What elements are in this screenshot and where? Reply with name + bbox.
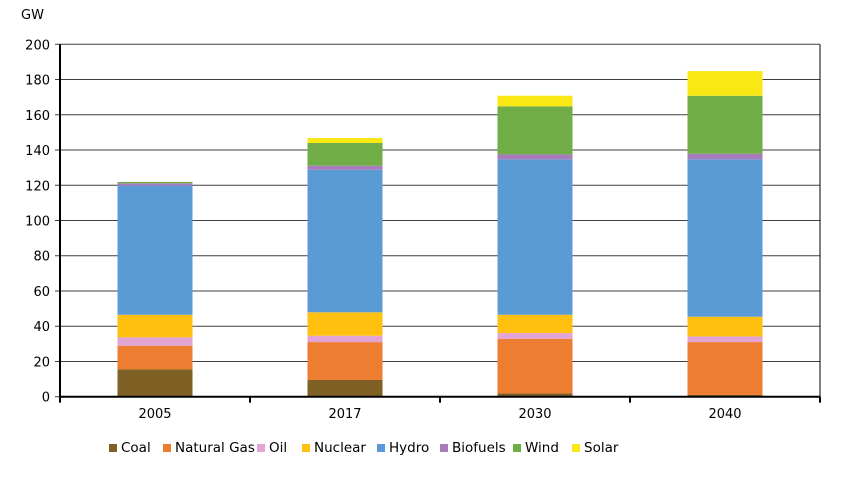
y-tick-label: 140 [25,144,50,159]
legend-swatch [257,444,265,452]
bar-segment-hydro [117,185,193,315]
legend-swatch [302,444,310,452]
bar-segment-natural-gas [117,345,193,370]
y-tick-label: 20 [33,355,50,370]
bar-segment-wind [307,142,383,166]
legend: Coal Natural Gas Oil Nuclear Hydro Biofuels Wi… [0,440,846,460]
bar-segment-coal [117,369,193,397]
bar-segment-biofuels [117,183,193,186]
legend-label: Natural Gas [175,440,255,456]
legend-item: Oil [257,440,287,456]
bar-segment-wind [687,95,763,154]
y-tick-label: 60 [33,285,50,300]
bar-segment-natural-gas [687,342,763,395]
y-tick-label: 80 [33,250,50,265]
bar-segment-wind [497,106,573,155]
bar-segment-oil [117,337,193,346]
legend-label: Hydro [389,440,430,456]
bar-segment-nuclear [497,314,573,334]
bar-segment-hydro [497,159,573,315]
y-axis-unit-label: GW [21,8,44,23]
legend-label: Oil [269,440,288,456]
legend-item: Hydro [377,440,429,456]
legend-label: Wind [525,440,559,456]
legend-swatch [109,444,117,452]
bar-segment-nuclear [117,314,193,338]
y-tick-label: 40 [33,320,50,335]
bar-segment-solar [497,95,573,107]
bar-segment-biofuels [687,153,763,160]
bar-segment-wind [117,181,193,184]
bar-segment-solar [307,138,383,143]
y-tick-label: 180 [25,74,50,89]
bar-segment-solar [687,71,763,96]
bar-segment-natural-gas [307,342,383,380]
legend-label: Nuclear [314,440,366,456]
legend-swatch [440,444,448,452]
bar-segment-biofuels [307,165,383,170]
x-tick-label: 2005 [138,407,171,422]
legend-swatch [163,444,171,452]
bar-segment-nuclear [307,312,383,336]
legend-label: Solar [584,440,619,456]
legend-swatch [513,444,521,452]
bar-segment-oil [687,336,763,343]
y-tick-label: 160 [25,109,50,124]
bar-segment-natural-gas [497,338,573,394]
y-tick-label: 200 [25,38,50,53]
legend-swatch [377,444,385,452]
y-tick-label: 120 [25,179,50,194]
bar-segment-biofuels [497,154,573,160]
legend-swatch [572,444,580,452]
bar-segment-coal [307,379,383,397]
legend-item: Coal [109,440,151,456]
bar-segment-hydro [687,159,763,317]
bar-segment-hydro [307,169,383,313]
y-tick-label: 0 [42,391,50,406]
legend-item: Wind [513,440,559,456]
x-tick-label: 2040 [708,407,741,422]
bar-segment-oil [497,333,573,339]
bar-segment-oil [307,335,383,343]
legend-label: Biofuels [452,440,506,456]
y-tick-label: 100 [25,215,50,230]
legend-item: Natural Gas [163,440,255,456]
legend-label: Coal [121,440,151,456]
bar-segment-nuclear [687,316,763,337]
legend-item: Solar [572,440,618,456]
legend-item: Biofuels [440,440,506,456]
legend-item: Nuclear [302,440,366,456]
bar-segment-coal [497,393,573,397]
x-tick-label: 2017 [328,407,361,422]
x-tick-label: 2030 [518,407,551,422]
